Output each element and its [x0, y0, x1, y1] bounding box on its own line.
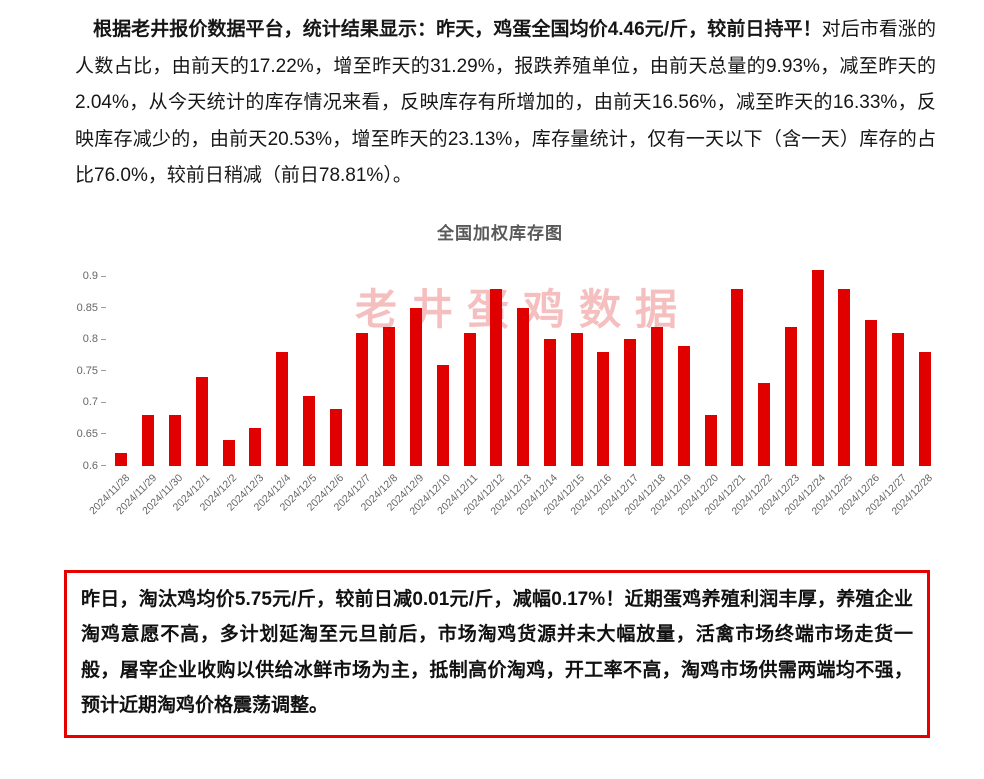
chart-plot: 老井蛋鸡数据 [106, 264, 940, 466]
summary-text: 昨日，淘汰鸡均价5.75元/斤，较前日减0.01元/斤，减幅0.17%！近期蛋鸡… [81, 588, 913, 717]
x-axis-tick: 2024/12/28 [890, 466, 938, 552]
bar [570, 332, 583, 466]
y-axis-tick-mark [101, 401, 106, 403]
bar [918, 351, 931, 466]
bar [624, 339, 637, 466]
report-body-text: 对后市看涨的人数占比，由前天的17.22%，增至昨天的31.29%，报跌养殖单位… [75, 19, 936, 186]
bar [597, 351, 610, 466]
bar [731, 288, 744, 466]
bar-column [188, 264, 215, 466]
bar-column [697, 264, 724, 466]
y-axis-tick-mark [101, 465, 106, 466]
bar [329, 408, 342, 466]
bar-column [403, 264, 430, 466]
bar [276, 351, 289, 466]
bar-column [215, 264, 242, 466]
bar-column [483, 264, 510, 466]
bar-column [724, 264, 751, 466]
bar [115, 452, 128, 466]
report-lead-sentence: 根据老井报价数据平台，统计结果显示：昨天，鸡蛋全国均价4.46元/斤，较前日持平… [93, 19, 822, 40]
bar-column [911, 264, 938, 466]
bar [892, 332, 905, 466]
bar-column [510, 264, 537, 466]
bar-column [349, 264, 376, 466]
bar-column [563, 264, 590, 466]
bar-column [429, 264, 456, 466]
x-axis: 2024/11/28 2024/11/29 2024/11/30 2024/12/1 2… [87, 466, 940, 552]
bar [651, 326, 664, 466]
bar-column [751, 264, 778, 466]
bar-column [322, 264, 349, 466]
bar [383, 326, 396, 466]
y-axis-tick: 0.75 [77, 365, 106, 377]
page: 根据老井报价数据平台，统计结果显示：昨天，鸡蛋全国均价4.46元/斤，较前日持平… [0, 12, 984, 779]
y-axis-tick: 0.6 [83, 460, 106, 472]
y-axis-tick-mark [101, 307, 106, 309]
bar-column [108, 264, 135, 466]
bar-column [135, 264, 162, 466]
y-axis-tick: 0.8 [83, 333, 106, 345]
bar [517, 307, 530, 466]
bar [195, 377, 208, 466]
bar-column [885, 264, 912, 466]
inventory-chart: 全国加权库存图 0.60.650.70.750.80.850.9 老井蛋鸡数据 … [0, 219, 984, 552]
y-axis-label: 0.6 [82, 459, 98, 472]
bar-column [269, 264, 296, 466]
y-axis-tick-mark [101, 338, 106, 340]
bar [784, 326, 797, 466]
y-axis: 0.6 0.65 0.7 0.75 0.8 0.85 0.9 [58, 264, 106, 472]
y-axis-label: 0.85 [76, 301, 98, 314]
bar-column [295, 264, 322, 466]
bar [490, 288, 503, 466]
bar-column [858, 264, 885, 466]
bar-column [537, 264, 564, 466]
y-axis-label: 0.9 [82, 270, 98, 283]
bar [436, 364, 449, 466]
y-axis-label: 0.65 [76, 427, 98, 440]
bar-column [644, 264, 671, 466]
bar-column [804, 264, 831, 466]
bar [302, 396, 315, 466]
bar-column [456, 264, 483, 466]
y-axis-tick-mark [101, 275, 106, 277]
chart-title: 全国加权库存图 [437, 223, 563, 243]
bar-column [376, 264, 403, 466]
bar-column [617, 264, 644, 466]
y-axis-tick-mark [101, 433, 106, 435]
bar [758, 383, 771, 466]
y-axis-tick-mark [101, 370, 106, 372]
bar [168, 415, 181, 466]
bar [677, 345, 690, 466]
bar [865, 320, 878, 466]
bar [704, 415, 717, 466]
bar [811, 269, 824, 466]
bar [463, 332, 476, 466]
y-axis-tick: 0.9 [83, 270, 106, 282]
bar-column [831, 264, 858, 466]
y-axis-tick: 0.65 [77, 428, 106, 440]
bar [249, 427, 262, 466]
report-paragraph: 根据老井报价数据平台，统计结果显示：昨天，鸡蛋全国均价4.46元/斤，较前日持平… [75, 12, 936, 195]
summary-box: 昨日，淘汰鸡均价5.75元/斤，较前日减0.01元/斤，减幅0.17%！近期蛋鸡… [64, 569, 930, 738]
bar-column [590, 264, 617, 466]
bar [142, 415, 155, 466]
bar-column [242, 264, 269, 466]
y-axis-label: 0.8 [82, 333, 98, 346]
bar-column [162, 264, 189, 466]
bar [356, 332, 369, 466]
bar [409, 307, 422, 466]
bar [838, 288, 851, 466]
bar-column [778, 264, 805, 466]
y-axis-tick: 0.7 [83, 396, 106, 408]
bar [222, 440, 235, 466]
y-axis-tick: 0.85 [77, 302, 106, 314]
chart-area: 0.6 0.65 0.7 0.75 0.8 0.85 0.9 老井蛋鸡数据 [58, 264, 940, 472]
bar [543, 339, 556, 466]
bar-column [670, 264, 697, 466]
y-axis-label: 0.75 [76, 364, 98, 377]
y-axis-label: 0.7 [82, 396, 98, 409]
